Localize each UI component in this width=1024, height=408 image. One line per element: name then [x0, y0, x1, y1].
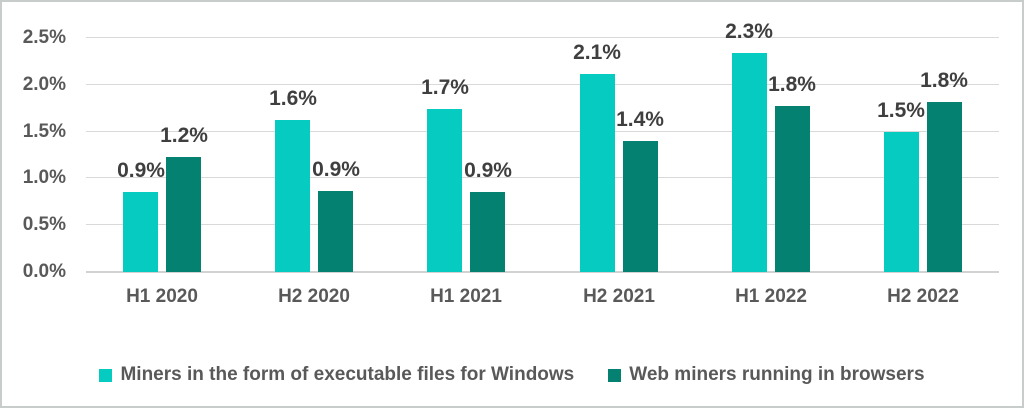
bar-executable-miners [884, 132, 919, 272]
data-label: 1.7% [421, 76, 469, 99]
y-axis-tick-label: 1.5% [22, 121, 66, 142]
x-axis-category-label: H2 2022 [887, 286, 959, 307]
legend-swatch-executable-miners [99, 368, 113, 382]
legend-swatch-web-miners [608, 368, 622, 382]
x-axis-line [86, 271, 999, 273]
y-axis-tick-label: 2.5% [22, 27, 66, 48]
bar-web-miners [166, 157, 201, 272]
legend-label-executable-miners: Miners in the form of executable files f… [120, 364, 575, 385]
bar-web-miners [623, 141, 658, 272]
data-label: 1.4% [616, 108, 664, 131]
legend-item-web-miners: Web miners running in browsers [608, 363, 925, 387]
legend-item-executable-miners: Miners in the form of executable files f… [99, 363, 574, 387]
gridline [86, 224, 999, 225]
data-label: 1.2% [160, 124, 208, 147]
y-axis-tick-label: 0.5% [22, 214, 66, 235]
data-label: 1.8% [768, 73, 816, 96]
bar-web-miners [318, 191, 353, 272]
gridline [86, 84, 999, 85]
data-label: 1.6% [269, 87, 317, 110]
bar-web-miners [927, 102, 962, 272]
gridline [86, 37, 999, 38]
gridline [86, 131, 999, 132]
data-label: 2.1% [573, 41, 621, 64]
legend: Miners in the form of executable files f… [2, 362, 1022, 388]
bar-executable-miners [427, 109, 462, 272]
data-label: 0.9% [464, 159, 512, 182]
data-label: 1.8% [920, 69, 968, 92]
bar-executable-miners [580, 74, 615, 272]
y-axis-tick-label: 2.0% [22, 74, 66, 95]
data-label: 0.9% [312, 158, 360, 181]
bar-executable-miners [275, 120, 310, 272]
gridline [86, 177, 999, 178]
x-axis-category-label: H1 2020 [126, 286, 198, 307]
bar-executable-miners [732, 53, 767, 272]
x-axis-category-label: H1 2022 [735, 286, 807, 307]
bar-executable-miners [123, 192, 158, 272]
data-label: 1.5% [877, 99, 925, 122]
bar-web-miners [775, 106, 810, 272]
y-axis-tick-label: 0.0% [22, 261, 66, 282]
x-axis-category-label: H2 2020 [278, 286, 350, 307]
x-axis-category-label: H1 2021 [430, 286, 502, 307]
bar-web-miners [470, 192, 505, 272]
data-label: 0.9% [117, 159, 165, 182]
y-axis-tick-label: 1.0% [22, 167, 66, 188]
x-axis-category-label: H2 2021 [583, 286, 655, 307]
legend-label-web-miners: Web miners running in browsers [629, 364, 925, 385]
data-label: 2.3% [725, 20, 773, 43]
